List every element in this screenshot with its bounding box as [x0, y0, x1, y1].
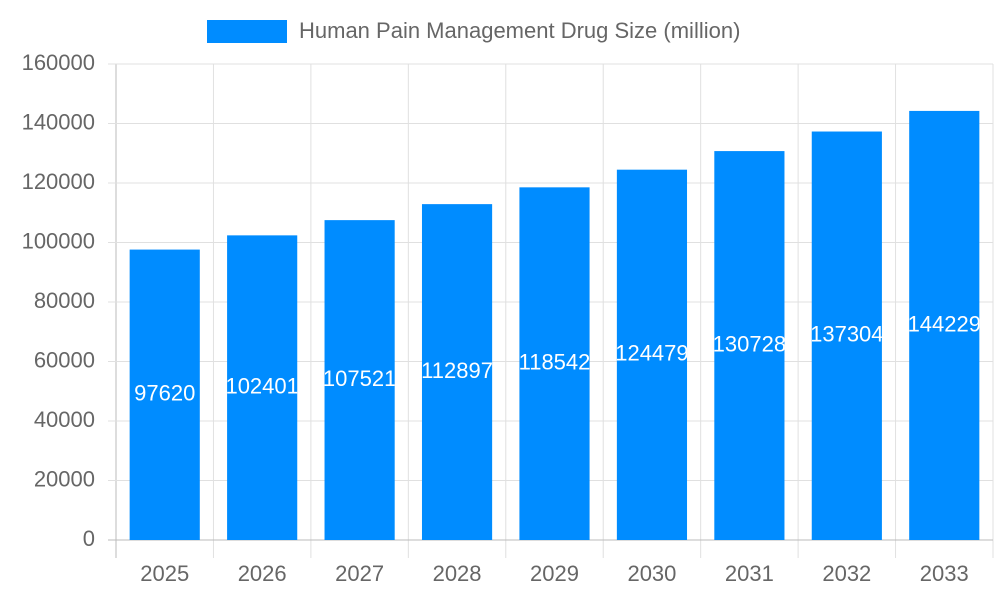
data-label: 137304 [810, 322, 883, 347]
bar [519, 187, 590, 540]
legend-swatch [207, 20, 287, 43]
y-tick-label: 140000 [22, 109, 95, 134]
data-label: 124479 [615, 341, 688, 366]
x-tick-label: 2026 [238, 561, 287, 586]
x-tick-label: 2032 [822, 561, 871, 586]
x-tick-label: 2029 [530, 561, 579, 586]
bar [421, 204, 493, 541]
legend-label: Human Pain Management Drug Size (million… [299, 18, 740, 43]
data-label: 144229 [908, 311, 981, 336]
bar [129, 249, 200, 540]
x-tick-label: 2028 [433, 561, 482, 586]
data-label: 112897 [421, 358, 493, 383]
y-tick-label: 60000 [34, 347, 95, 372]
x-tick-label: 2025 [140, 561, 189, 586]
y-tick-label: 80000 [34, 288, 95, 313]
data-label: 130728 [713, 331, 786, 356]
x-tick-label: 2030 [627, 561, 676, 586]
data-label: 97620 [134, 381, 195, 406]
x-tick-label: 2031 [725, 561, 774, 586]
x-tick-label: 2027 [335, 561, 384, 586]
bar [714, 151, 785, 540]
y-tick-label: 40000 [34, 407, 95, 432]
bar [811, 131, 882, 540]
y-tick-label: 20000 [34, 466, 95, 491]
data-label: 107521 [323, 366, 396, 391]
y-tick-label: 0 [83, 526, 95, 551]
data-label: 102401 [225, 373, 298, 398]
y-tick-label: 100000 [22, 228, 95, 253]
y-tick-label: 120000 [22, 169, 95, 194]
data-label: 118542 [519, 349, 591, 374]
bar [616, 169, 688, 540]
bar [324, 220, 395, 540]
bar [227, 235, 298, 540]
y-tick-label: 160000 [22, 50, 95, 75]
x-tick-label: 2033 [920, 561, 969, 586]
bar [909, 110, 980, 540]
